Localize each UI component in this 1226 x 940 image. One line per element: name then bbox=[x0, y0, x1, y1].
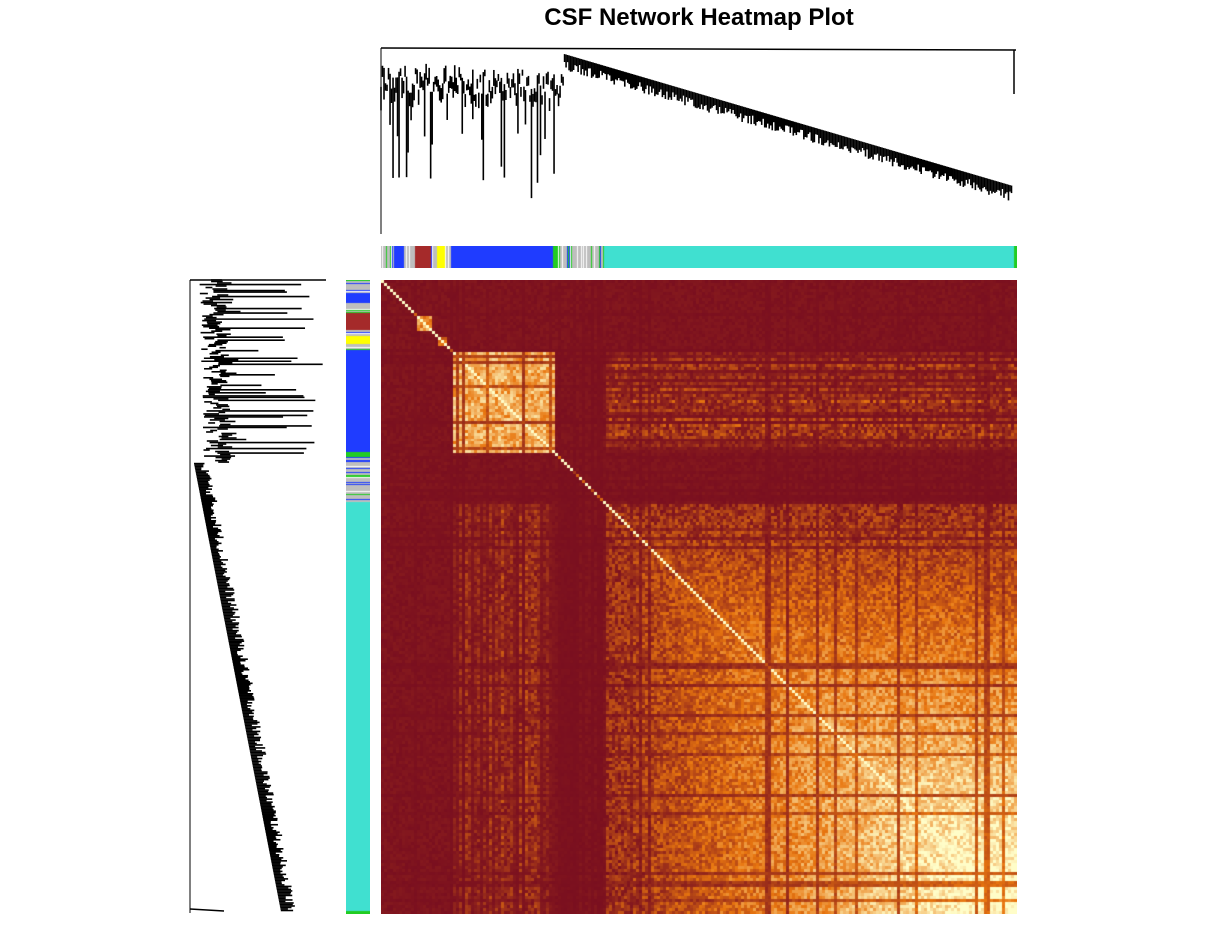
plot-title: CSF Network Heatmap Plot bbox=[544, 4, 854, 31]
dendrogram-branch bbox=[380, 47, 1017, 51]
left-dendrogram bbox=[189, 279, 326, 913]
left-module-color-bar bbox=[346, 280, 370, 914]
dendrogram-branch bbox=[189, 908, 225, 912]
top-module-color-bar bbox=[381, 246, 1017, 268]
tom-heatmap bbox=[381, 280, 1017, 914]
top-dendrogram bbox=[380, 47, 1017, 234]
